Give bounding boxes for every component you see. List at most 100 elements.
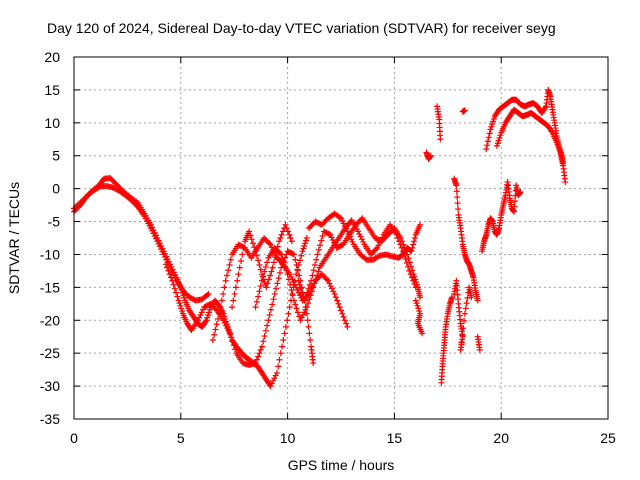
y-tick-label: -35 <box>40 411 60 427</box>
data-point <box>162 261 169 268</box>
data-point <box>300 245 307 252</box>
data-point <box>267 306 274 313</box>
data-point <box>271 375 278 382</box>
x-tick-label: 10 <box>280 430 296 446</box>
chart-title: Day 120 of 2024, Sidereal Day-to-day VTE… <box>47 20 556 36</box>
data-points-layer <box>71 86 569 390</box>
x-tick-label: 20 <box>493 430 509 446</box>
data-point <box>179 289 186 296</box>
data-point <box>334 297 341 304</box>
data-point <box>276 238 283 245</box>
data-point <box>167 274 174 281</box>
data-point <box>240 244 247 251</box>
data-point <box>462 305 469 312</box>
data-point <box>360 238 367 245</box>
data-point <box>542 104 549 111</box>
data-point <box>411 238 418 245</box>
data-point <box>511 203 518 210</box>
y-tick-label: 10 <box>44 115 60 131</box>
y-tick-label: 0 <box>52 181 60 197</box>
data-point <box>220 290 227 297</box>
data-point <box>427 152 434 159</box>
data-point <box>560 159 567 166</box>
data-point <box>175 297 182 304</box>
data-point <box>328 234 335 241</box>
data-point <box>149 224 156 231</box>
data-point <box>308 277 315 284</box>
data-point <box>267 383 274 390</box>
data-point <box>327 231 334 238</box>
data-point <box>311 280 318 287</box>
data-point <box>312 276 319 283</box>
data-point <box>406 259 413 266</box>
data-point <box>303 235 310 241</box>
data-point <box>296 281 303 288</box>
data-point <box>246 228 253 235</box>
data-point <box>410 241 417 248</box>
data-point <box>180 292 187 299</box>
data-point <box>268 268 275 275</box>
data-point <box>417 221 424 228</box>
data-point <box>292 301 299 308</box>
y-axis-title: SDTVAR / TECUs <box>6 182 22 294</box>
data-point <box>253 298 260 305</box>
data-point <box>394 235 401 241</box>
data-point <box>172 271 179 278</box>
data-point <box>153 232 160 239</box>
data-point <box>307 292 314 299</box>
data-point <box>488 123 495 130</box>
data-point <box>177 284 184 291</box>
data-point <box>258 343 265 350</box>
data-point <box>225 267 232 274</box>
data-point <box>159 245 166 252</box>
data-point <box>222 277 229 284</box>
data-point <box>174 293 181 300</box>
data-point <box>273 369 280 376</box>
data-point <box>249 240 256 247</box>
data-point <box>269 301 276 308</box>
data-point <box>270 377 277 384</box>
data-point <box>356 231 363 238</box>
data-point <box>209 337 216 344</box>
data-point <box>336 214 343 221</box>
data-point <box>331 290 338 297</box>
data-point <box>517 188 524 195</box>
data-point <box>224 325 231 332</box>
data-point <box>408 248 415 255</box>
data-point <box>232 346 239 353</box>
data-point <box>198 309 205 316</box>
data-point <box>288 238 295 245</box>
data-point <box>278 264 285 271</box>
data-point <box>258 277 265 284</box>
data-point <box>414 302 421 309</box>
data-point <box>293 271 300 278</box>
data-point <box>230 297 237 304</box>
data-point <box>486 130 493 137</box>
data-point <box>313 256 320 263</box>
data-point <box>461 107 468 114</box>
data-point <box>348 236 355 243</box>
data-point <box>181 294 188 301</box>
data-point <box>357 233 364 240</box>
data-point <box>304 317 311 324</box>
data-point <box>236 264 243 271</box>
data-point <box>256 261 263 268</box>
data-point <box>179 308 186 315</box>
data-point <box>255 293 262 300</box>
data-point <box>204 291 211 298</box>
data-point <box>408 263 415 270</box>
data-point <box>203 317 210 324</box>
data-point <box>330 288 337 295</box>
data-point <box>270 259 277 266</box>
data-point <box>205 290 212 297</box>
data-point <box>285 276 292 283</box>
data-point <box>299 289 306 296</box>
data-point <box>253 356 260 363</box>
series-arc-9 <box>451 179 524 353</box>
data-point <box>476 346 483 353</box>
data-point <box>302 240 309 247</box>
data-point <box>412 284 419 291</box>
data-point <box>417 294 424 301</box>
data-point <box>393 231 400 238</box>
data-point <box>411 235 418 241</box>
